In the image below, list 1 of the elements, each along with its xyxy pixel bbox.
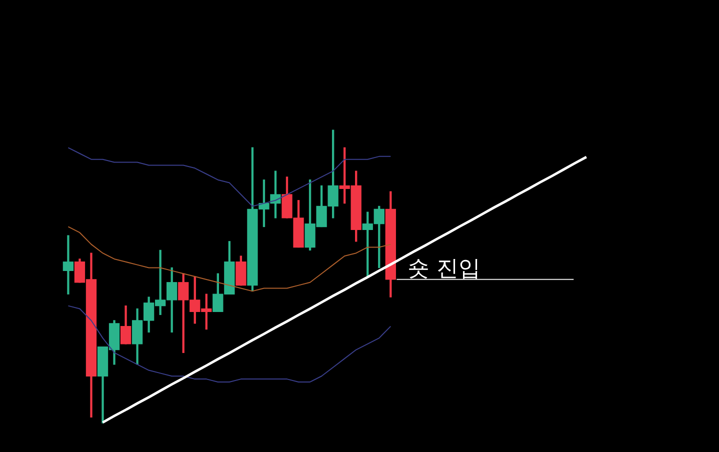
annotation: 숏 진입 [408, 256, 481, 282]
